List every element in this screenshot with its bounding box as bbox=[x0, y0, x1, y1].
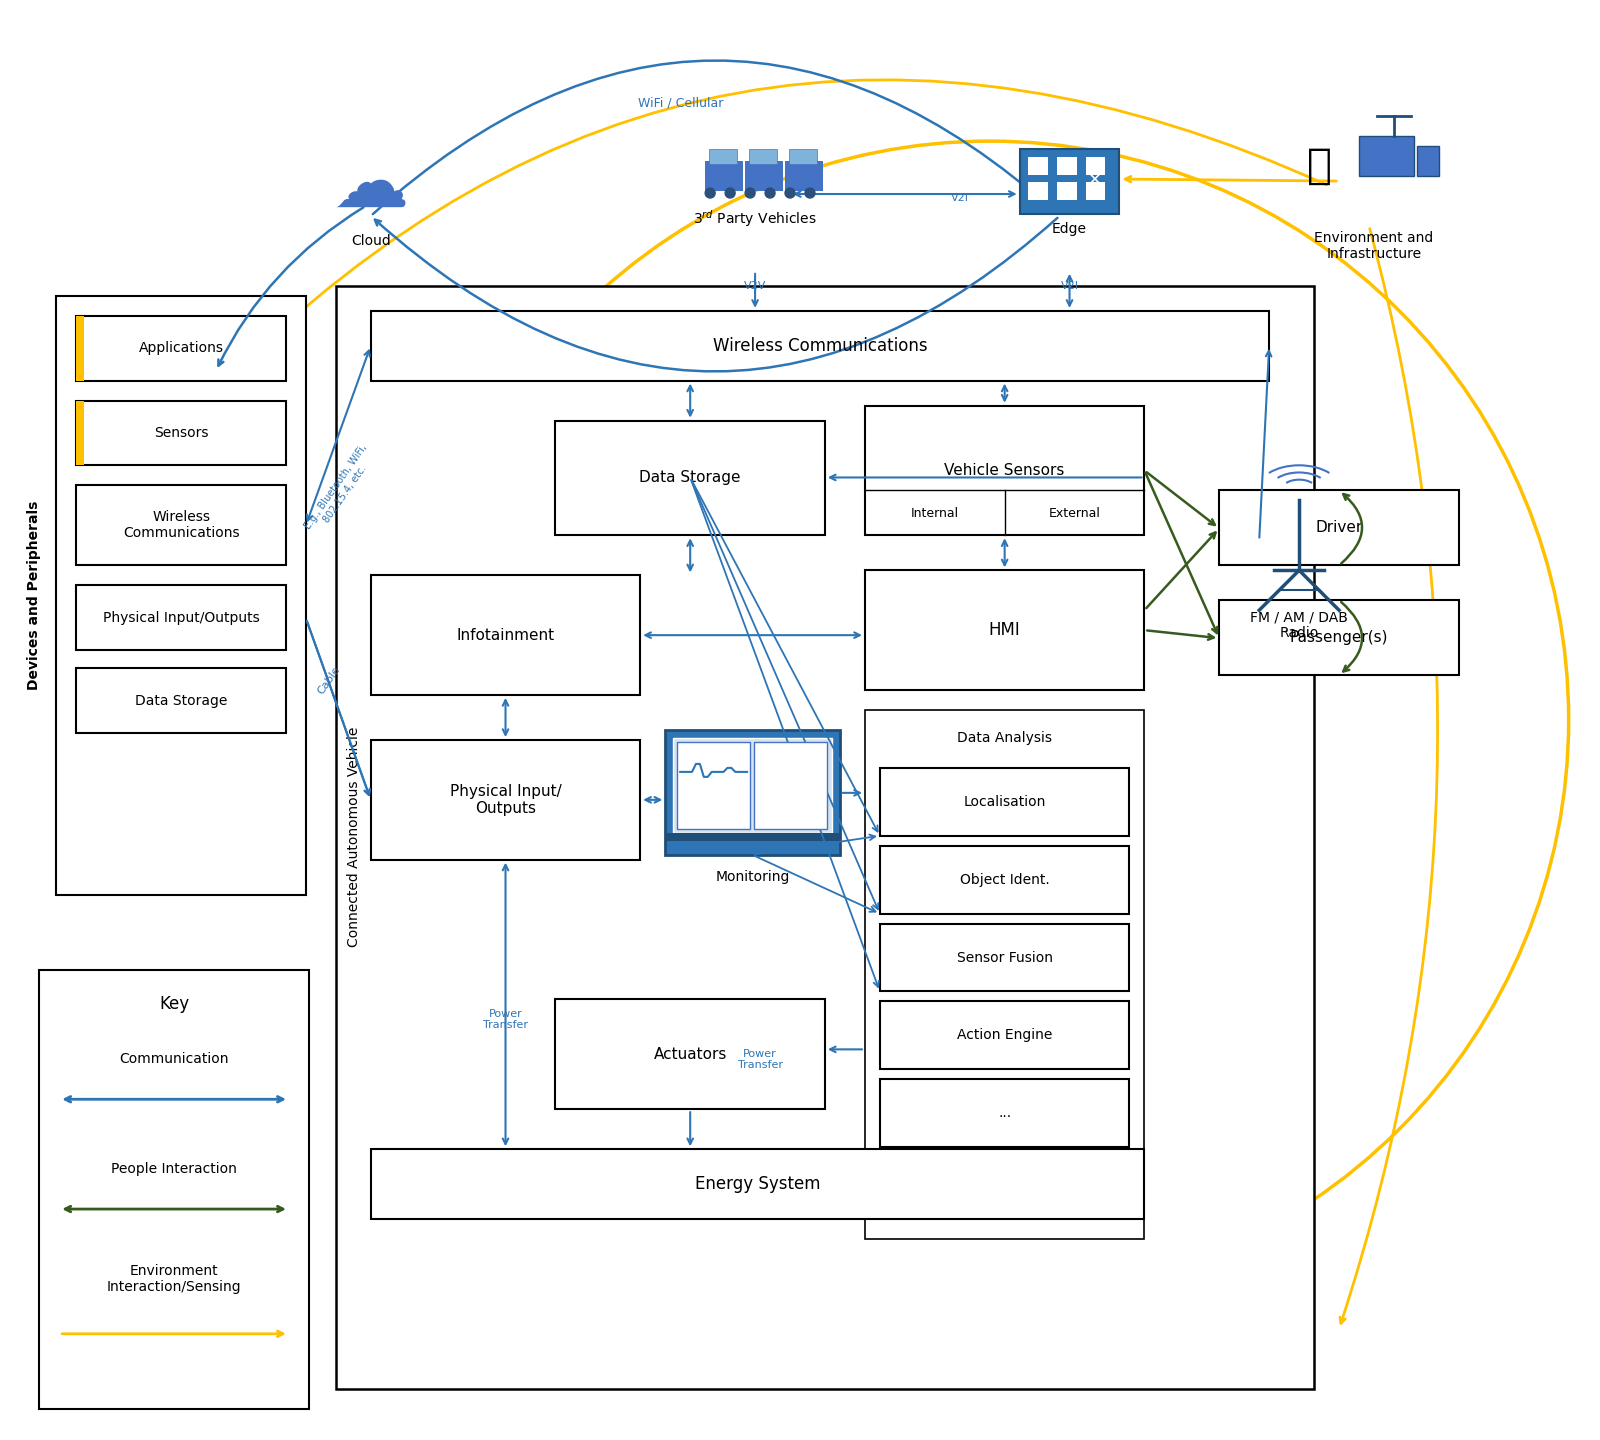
Text: V2I: V2I bbox=[950, 193, 968, 203]
FancyBboxPatch shape bbox=[77, 400, 85, 465]
Text: Edge: Edge bbox=[1053, 222, 1086, 236]
Text: Localisation: Localisation bbox=[963, 795, 1046, 809]
Text: V2V: V2V bbox=[744, 281, 766, 291]
FancyBboxPatch shape bbox=[666, 730, 840, 855]
Text: V2I: V2I bbox=[1061, 281, 1078, 291]
FancyBboxPatch shape bbox=[786, 161, 822, 192]
Text: Data Storage: Data Storage bbox=[134, 694, 227, 707]
FancyBboxPatch shape bbox=[746, 161, 782, 192]
Text: Wireless
Communications: Wireless Communications bbox=[123, 510, 240, 540]
FancyBboxPatch shape bbox=[56, 295, 306, 894]
FancyBboxPatch shape bbox=[866, 570, 1144, 690]
FancyBboxPatch shape bbox=[1019, 150, 1120, 215]
Text: E.g., Bluetooth, WiFi,
802.15.4, etc.: E.g., Bluetooth, WiFi, 802.15.4, etc. bbox=[302, 444, 379, 539]
Text: Power
Transfer: Power Transfer bbox=[738, 1048, 782, 1070]
Text: Connected Autonomous Vehicle: Connected Autonomous Vehicle bbox=[347, 727, 360, 948]
Text: Actuators: Actuators bbox=[653, 1047, 726, 1061]
FancyBboxPatch shape bbox=[1219, 600, 1459, 675]
Text: Monitoring: Monitoring bbox=[715, 870, 790, 884]
Text: 3$^{rd}$ Party Vehicles: 3$^{rd}$ Party Vehicles bbox=[693, 209, 818, 229]
FancyBboxPatch shape bbox=[1085, 181, 1106, 200]
Text: Environment
Interaction/Sensing: Environment Interaction/Sensing bbox=[107, 1264, 242, 1295]
Circle shape bbox=[725, 189, 734, 199]
FancyBboxPatch shape bbox=[1418, 145, 1438, 176]
Circle shape bbox=[786, 189, 795, 199]
Text: Applications: Applications bbox=[139, 341, 224, 356]
FancyBboxPatch shape bbox=[706, 161, 742, 192]
FancyBboxPatch shape bbox=[666, 832, 840, 841]
FancyBboxPatch shape bbox=[880, 923, 1130, 992]
FancyBboxPatch shape bbox=[880, 1001, 1130, 1070]
FancyBboxPatch shape bbox=[555, 420, 826, 536]
Text: Devices and Peripherals: Devices and Peripherals bbox=[27, 501, 42, 690]
Text: Internal: Internal bbox=[910, 507, 958, 520]
Text: Infotainment: Infotainment bbox=[456, 628, 555, 642]
Text: Energy System: Energy System bbox=[694, 1175, 821, 1194]
Text: Cable: Cable bbox=[315, 664, 342, 696]
Text: Physical Input/
Outputs: Physical Input/ Outputs bbox=[450, 783, 562, 816]
FancyBboxPatch shape bbox=[880, 845, 1130, 913]
FancyBboxPatch shape bbox=[371, 1149, 1144, 1220]
FancyBboxPatch shape bbox=[555, 999, 826, 1109]
Text: Sensors: Sensors bbox=[154, 426, 208, 441]
FancyBboxPatch shape bbox=[1085, 157, 1106, 176]
FancyBboxPatch shape bbox=[77, 315, 85, 380]
FancyBboxPatch shape bbox=[674, 737, 832, 832]
FancyBboxPatch shape bbox=[1027, 157, 1048, 176]
Circle shape bbox=[746, 189, 755, 199]
Text: Communication: Communication bbox=[120, 1053, 229, 1067]
Text: HMI: HMI bbox=[989, 621, 1021, 639]
FancyBboxPatch shape bbox=[77, 400, 286, 465]
Text: Data Analysis: Data Analysis bbox=[957, 732, 1053, 744]
FancyBboxPatch shape bbox=[1056, 181, 1077, 200]
FancyBboxPatch shape bbox=[677, 742, 750, 829]
FancyBboxPatch shape bbox=[880, 1080, 1130, 1148]
FancyBboxPatch shape bbox=[77, 485, 286, 566]
Text: Environment and
Infrastructure: Environment and Infrastructure bbox=[1314, 230, 1434, 261]
Text: Power
Transfer: Power Transfer bbox=[483, 1008, 528, 1030]
FancyBboxPatch shape bbox=[866, 406, 1144, 536]
Text: Cloud: Cloud bbox=[350, 233, 390, 248]
FancyBboxPatch shape bbox=[371, 575, 640, 696]
Text: FM / AM / DAB
Radio: FM / AM / DAB Radio bbox=[1250, 611, 1349, 641]
Circle shape bbox=[805, 189, 814, 199]
Text: Vehicle Sensors: Vehicle Sensors bbox=[944, 464, 1066, 478]
Circle shape bbox=[765, 189, 774, 199]
FancyBboxPatch shape bbox=[709, 150, 738, 164]
FancyBboxPatch shape bbox=[371, 740, 640, 860]
FancyBboxPatch shape bbox=[789, 150, 818, 164]
Text: External: External bbox=[1048, 507, 1101, 520]
Text: ✕: ✕ bbox=[1088, 170, 1101, 189]
FancyBboxPatch shape bbox=[40, 969, 309, 1408]
FancyBboxPatch shape bbox=[866, 710, 1144, 1238]
FancyBboxPatch shape bbox=[77, 585, 286, 649]
Text: Key: Key bbox=[158, 995, 189, 1014]
Circle shape bbox=[706, 189, 715, 199]
Text: 🌲: 🌲 bbox=[1307, 145, 1331, 187]
Text: Sensor Fusion: Sensor Fusion bbox=[957, 950, 1053, 965]
FancyBboxPatch shape bbox=[754, 742, 827, 829]
Text: People Interaction: People Interaction bbox=[110, 1162, 237, 1176]
Text: ☁: ☁ bbox=[333, 148, 410, 223]
FancyBboxPatch shape bbox=[336, 285, 1314, 1388]
Text: Driver: Driver bbox=[1315, 520, 1363, 536]
FancyBboxPatch shape bbox=[1056, 157, 1077, 176]
FancyBboxPatch shape bbox=[1027, 181, 1048, 200]
FancyBboxPatch shape bbox=[77, 315, 286, 380]
Text: Data Storage: Data Storage bbox=[640, 471, 741, 485]
FancyBboxPatch shape bbox=[371, 311, 1269, 380]
Text: ...: ... bbox=[998, 1106, 1011, 1120]
FancyBboxPatch shape bbox=[880, 768, 1130, 835]
Text: Passenger(s): Passenger(s) bbox=[1290, 631, 1389, 645]
Text: Physical Input/Outputs: Physical Input/Outputs bbox=[102, 611, 259, 625]
Text: Wireless Communications: Wireless Communications bbox=[712, 337, 928, 354]
FancyBboxPatch shape bbox=[1358, 137, 1414, 176]
Text: Action Engine: Action Engine bbox=[957, 1028, 1053, 1043]
Text: Object Ident.: Object Ident. bbox=[960, 873, 1050, 887]
FancyBboxPatch shape bbox=[749, 150, 778, 164]
FancyBboxPatch shape bbox=[1219, 491, 1459, 566]
FancyBboxPatch shape bbox=[77, 668, 286, 733]
Text: WiFi / Cellular: WiFi / Cellular bbox=[637, 96, 723, 109]
